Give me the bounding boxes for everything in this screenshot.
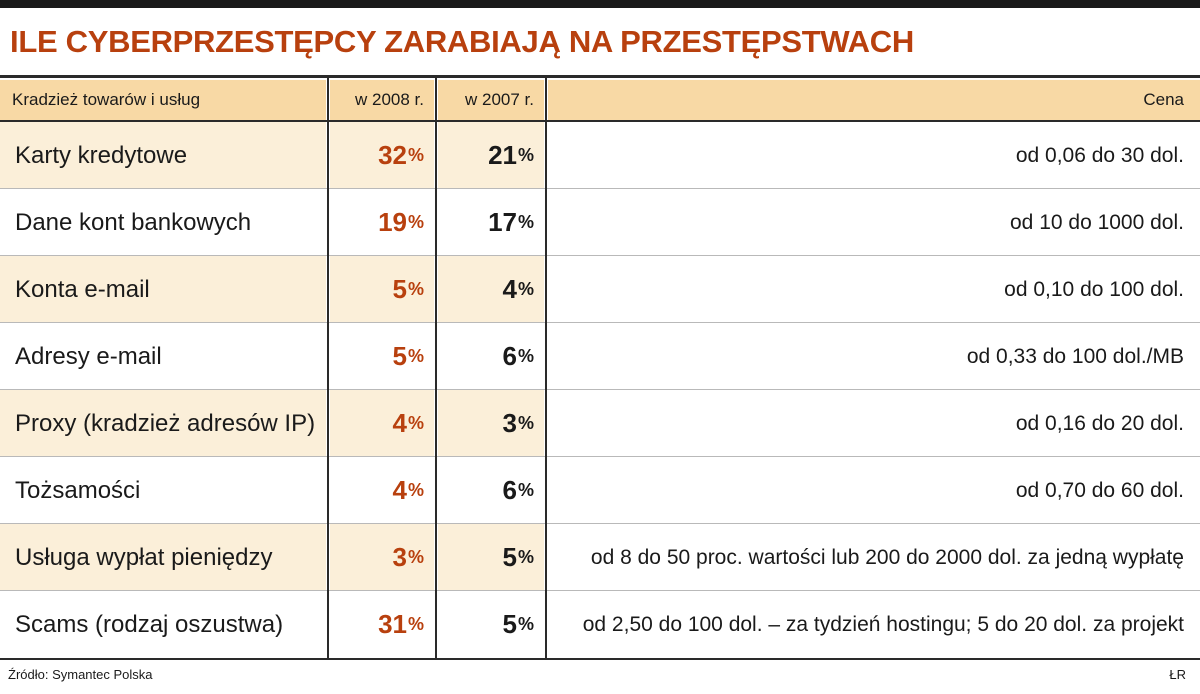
row-price: od 0,70 do 60 dol. — [548, 457, 1200, 524]
row-value-2008: 4% — [330, 390, 434, 457]
row-value-2007: 5% — [502, 609, 534, 639]
table-row: Scams (rodzaj oszustwa) 31% 5% od 2,50 d… — [0, 591, 1200, 658]
header-category: Kradzież towarów i usług — [0, 80, 326, 120]
row-category: Karty kredytowe — [0, 122, 326, 189]
row-price: od 0,06 do 30 dol. — [548, 122, 1200, 189]
column-divider — [435, 78, 437, 658]
table-row: Dane kont bankowych 19% 17% od 10 do 100… — [0, 189, 1200, 256]
row-value-2007: 4% — [438, 256, 544, 323]
table-row: Karty kredytowe 32% 21% od 0,06 do 30 do… — [0, 122, 1200, 189]
table-row: Proxy (kradzież adresów IP) 4% 3% od 0,1… — [0, 390, 1200, 457]
row-value-2008: 3% — [330, 524, 434, 591]
row-value-2008: 5% — [392, 341, 424, 371]
column-divider — [545, 78, 547, 658]
table-row: Tożsamości 4% 6% od 0,70 do 60 dol. — [0, 457, 1200, 524]
header-price: Cena — [548, 80, 1200, 120]
row-category: Adresy e-mail — [15, 342, 162, 370]
row-value-2007: 21% — [438, 122, 544, 189]
row-value-2008: 32% — [330, 122, 434, 189]
row-divider — [0, 255, 1200, 256]
row-price: od 0,33 do 100 dol./MB — [548, 323, 1200, 390]
header-2008: w 2008 r. — [330, 80, 434, 120]
author-credit: ŁR — [1169, 667, 1186, 682]
row-value-2008: 4% — [392, 475, 424, 505]
column-divider — [327, 78, 329, 658]
row-value-2008: 5% — [330, 256, 434, 323]
table-row: Adresy e-mail 5% 6% od 0,33 do 100 dol./… — [0, 323, 1200, 390]
row-value-2007: 5% — [438, 524, 544, 591]
row-price: od 0,16 do 20 dol. — [548, 390, 1200, 457]
row-divider — [0, 590, 1200, 591]
header-bottom-rule — [0, 120, 1200, 122]
row-price: od 2,50 do 100 dol. – za tydzień hosting… — [548, 591, 1200, 658]
table-row: Konta e-mail 5% 4% od 0,10 do 100 dol. — [0, 256, 1200, 323]
row-divider — [0, 188, 1200, 189]
row-category: Scams (rodzaj oszustwa) — [15, 610, 284, 638]
table-bottom-rule — [0, 658, 1200, 660]
row-price: od 10 do 1000 dol. — [548, 189, 1200, 256]
row-category: Tożsamości — [15, 476, 141, 504]
row-value-2008: 19% — [378, 207, 424, 237]
table-header-row: Kradzież towarów i usług w 2008 r. w 200… — [0, 80, 1200, 120]
row-divider — [0, 456, 1200, 457]
row-category: Dane kont bankowych — [15, 208, 252, 236]
row-divider — [0, 322, 1200, 323]
source-note: Źródło: Symantec Polska — [8, 667, 153, 682]
row-divider — [0, 523, 1200, 524]
row-value-2008: 31% — [378, 609, 424, 639]
row-category: Proxy (kradzież adresów IP) — [0, 390, 326, 457]
row-value-2007: 6% — [502, 475, 534, 505]
page-title: ILE CYBERPRZESTĘPCY ZARABIAJĄ NA PRZESTĘ… — [10, 24, 914, 59]
row-value-2007: 6% — [502, 341, 534, 371]
row-value-2007: 17% — [488, 207, 534, 237]
table-top-rule — [0, 75, 1200, 78]
table-row: Usługa wypłat pieniędzy 3% 5% od 8 do 50… — [0, 524, 1200, 591]
top-rule — [0, 0, 1200, 8]
row-value-2007: 3% — [438, 390, 544, 457]
header-2007: w 2007 r. — [438, 80, 544, 120]
row-category: Usługa wypłat pieniędzy — [0, 524, 326, 591]
row-category: Konta e-mail — [0, 256, 326, 323]
row-price: od 8 do 50 proc. wartości lub 200 do 200… — [548, 524, 1200, 591]
row-price: od 0,10 do 100 dol. — [548, 256, 1200, 323]
row-divider — [0, 389, 1200, 390]
